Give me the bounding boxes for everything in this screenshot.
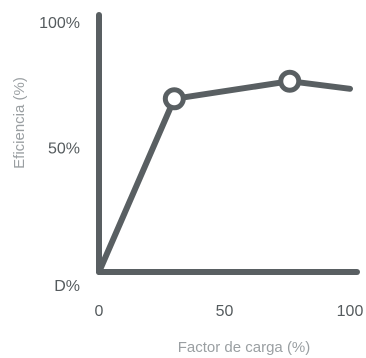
series-line-0 <box>96 78 353 275</box>
x-tick-label: 100 <box>337 303 364 320</box>
y-axis-label: Eficiencia (%) <box>11 77 28 169</box>
axes <box>96 12 360 275</box>
data-point-marker <box>278 69 302 93</box>
tick-labels: 0 50 100 D% 50% 100% <box>39 15 363 320</box>
series <box>96 78 353 275</box>
y-tick-label: 100% <box>39 15 80 32</box>
x-tick-label: 0 <box>95 303 104 320</box>
markers <box>162 69 302 111</box>
y-tick-label: 50% <box>48 141 80 158</box>
data-point-marker <box>162 87 186 111</box>
x-axis-label: Factor de carga (%) <box>178 339 311 356</box>
x-tick-label: 50 <box>216 303 234 320</box>
y-tick-label: D% <box>54 278 80 295</box>
